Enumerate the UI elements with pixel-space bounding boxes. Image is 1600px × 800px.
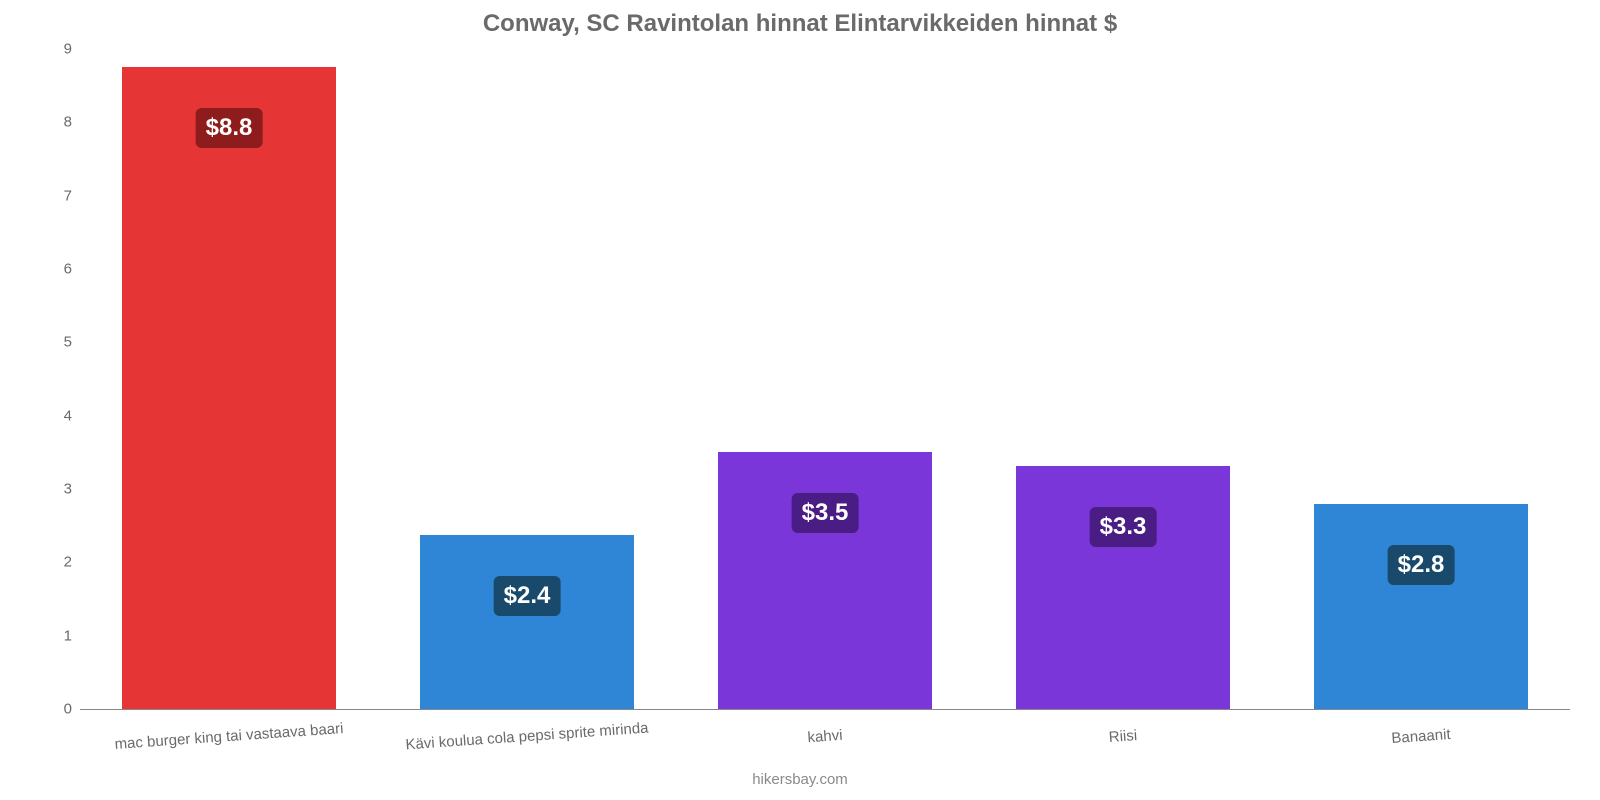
credit-text: hikersbay.com: [0, 771, 1600, 788]
y-tick-label: 7: [42, 187, 72, 204]
y-tick-label: 8: [42, 114, 72, 131]
y-tick-label: 2: [42, 554, 72, 571]
y-tick-label: 5: [42, 334, 72, 351]
price-bar-chart: Conway, SC Ravintolan hinnat Elintarvikk…: [0, 0, 1600, 800]
chart-title: Conway, SC Ravintolan hinnat Elintarvikk…: [0, 10, 1600, 38]
y-tick-label: 9: [42, 41, 72, 58]
bar-value-label: $8.8: [196, 108, 263, 148]
y-tick-label: 1: [42, 627, 72, 644]
y-tick-label: 0: [42, 701, 72, 718]
bar-value-label: $3.5: [792, 493, 859, 533]
bar-value-label: $2.8: [1388, 545, 1455, 585]
y-tick-label: 6: [42, 261, 72, 278]
x-tick-label: Riisi: [1108, 727, 1137, 746]
bar-value-label: $2.4: [494, 576, 561, 616]
x-tick-label: kahvi: [807, 727, 843, 746]
plot-area: 0123456789$8.8mac burger king tai vastaa…: [80, 50, 1570, 710]
bar: [1016, 466, 1231, 709]
y-tick-label: 3: [42, 481, 72, 498]
bar: [1314, 504, 1529, 709]
x-tick-label: Kävi koulua cola pepsi sprite mirinda: [405, 720, 649, 754]
bar: [420, 535, 635, 709]
bar: [122, 67, 337, 709]
bar: [718, 452, 933, 709]
x-tick-label: mac burger king tai vastaava baari: [114, 720, 344, 753]
x-tick-label: Banaanit: [1391, 726, 1451, 747]
bar-value-label: $3.3: [1090, 507, 1157, 547]
y-tick-label: 4: [42, 407, 72, 424]
